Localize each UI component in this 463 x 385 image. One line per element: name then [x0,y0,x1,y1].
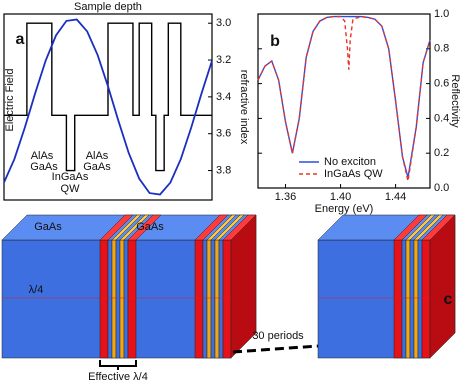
title: Sample depth [74,1,142,13]
y-tick-label: 0.6 [434,78,449,90]
layer-top [127,214,162,241]
y-label: Reflectivity [449,74,461,128]
y-tick-label: 0.8 [434,43,449,55]
effective-label: Effective λ/4 [88,371,148,383]
panel-label: b [270,33,280,50]
periods-label: 30 periods [252,330,304,342]
layer-front [127,239,137,359]
layer-front [222,239,232,359]
series-line [257,15,431,182]
x-tick-label: 1.36 [275,191,296,203]
legend-label: No exciton [324,156,376,168]
annotation: GaAs [83,161,111,173]
layer-front [99,239,109,359]
y-tick-label: 3.4 [216,91,231,103]
layer-front [214,239,220,359]
layer-front [413,239,419,359]
y-tick-label: 3.0 [216,17,231,29]
period-dash [232,344,319,354]
y-tick-label: 0.4 [434,112,449,124]
layer-front [409,239,415,359]
y-tick-label: 1.0 [434,8,449,20]
x-tick-label: 1.40 [330,191,351,203]
y-label: refractive index [238,70,250,145]
panel-label: a [16,31,25,48]
layer-front [405,239,411,359]
layer-label: GaAs [136,221,164,233]
panel-label: c [444,291,453,308]
layer-front [111,239,117,359]
y-tick-label: 0.2 [434,147,449,159]
plot-frame [3,13,213,201]
y-tick-label: 3.8 [216,164,231,176]
lambda-label: λ/4 [29,284,44,296]
layer-front [194,239,204,359]
layer-front [119,239,125,359]
layer-front [401,239,407,359]
legend-label: InGaAs QW [324,168,383,180]
layer-front [107,239,113,359]
y2-label: Electric Field [4,69,16,132]
layer-front [393,239,403,359]
layer-front [202,239,208,359]
x-label: Energy (eV) [315,203,374,215]
layer-front [115,239,121,359]
x-tick-label: 1.44 [385,191,406,203]
series-line [3,18,213,196]
layer-front [421,239,431,359]
layer-side [429,214,456,359]
bracket [99,360,137,370]
layer-front [218,239,224,359]
y-tick-label: 3.6 [216,128,231,140]
annotation: InGaAs [52,171,89,183]
annotation: AlAs [31,150,54,162]
plot-frame [257,13,431,189]
series-line [257,15,431,178]
layer-front [417,239,423,359]
layer-label: GaAs [34,221,62,233]
annotation: GaAs [30,161,58,173]
series-line [4,22,212,172]
annotation: QW [61,183,81,195]
y-tick-label: 3.2 [216,54,231,66]
layer-front [206,239,212,359]
layer-front [210,239,216,359]
layer-side [230,214,257,359]
y-tick-label: 0.0 [434,182,449,194]
layer-front [123,239,129,359]
annotation: AlAs [86,150,109,162]
